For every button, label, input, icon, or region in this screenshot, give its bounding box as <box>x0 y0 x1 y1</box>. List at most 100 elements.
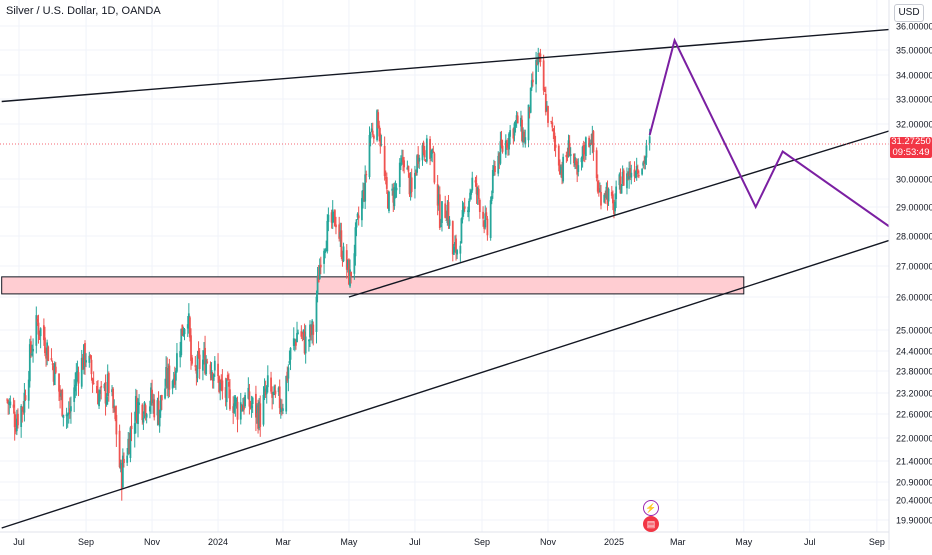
candle-body <box>271 392 274 398</box>
y-tick-label: 34.00000 <box>896 71 932 81</box>
candle-body <box>630 172 633 178</box>
candle-body <box>174 370 177 381</box>
candle-body <box>235 400 238 402</box>
candle-body <box>553 132 556 142</box>
candle-body <box>380 144 383 146</box>
candle-body <box>204 347 206 374</box>
candle-body <box>516 115 519 124</box>
candle-body <box>355 219 358 228</box>
candle-body <box>295 341 297 346</box>
candle-body <box>191 357 193 364</box>
candle-body <box>53 363 56 386</box>
candle-body <box>141 404 144 421</box>
x-tick-label: Jul <box>13 537 25 547</box>
candle-body <box>491 169 494 194</box>
candle-body <box>446 204 449 224</box>
candle-body <box>153 399 156 418</box>
candle-body <box>54 366 57 373</box>
candle-body <box>490 196 493 201</box>
candle-body <box>118 430 121 468</box>
candle-body <box>561 169 563 179</box>
candle-body <box>121 455 124 488</box>
candle-body <box>308 340 310 342</box>
symbol-title[interactable]: Silver / U.S. Dollar, 1D, OANDA <box>6 5 161 17</box>
candle-body <box>114 406 117 420</box>
candle-body <box>68 408 71 414</box>
candle-body <box>346 260 349 268</box>
candle-body <box>619 176 622 194</box>
candle-body <box>633 169 636 177</box>
candle-body <box>218 376 221 392</box>
candle-body <box>595 150 598 179</box>
candle-body <box>558 165 561 175</box>
candle-body <box>476 188 479 196</box>
candle-body <box>330 212 333 223</box>
candle-body <box>47 346 50 361</box>
candle-body <box>187 313 190 326</box>
candle-body <box>354 227 357 257</box>
candle-body <box>520 117 522 127</box>
candle-body <box>408 173 411 195</box>
candle-body <box>622 170 625 186</box>
candle-body <box>531 79 534 83</box>
candle-body <box>249 402 252 408</box>
candle-body <box>80 357 83 387</box>
last-price-tag: 31.27250 09:53:49 <box>890 136 932 158</box>
candle-body <box>198 354 201 369</box>
candle-body <box>103 384 106 389</box>
candle-body <box>301 332 304 334</box>
currency-selector[interactable]: USD <box>894 4 924 22</box>
candle-body <box>107 373 110 394</box>
candle-body <box>285 375 288 412</box>
candle-body <box>210 370 213 378</box>
candle-body <box>233 403 236 413</box>
candle-body <box>444 203 447 218</box>
candle-body <box>14 427 17 432</box>
candle-body <box>365 174 368 176</box>
candle-body <box>9 401 12 406</box>
candle-body <box>401 158 403 163</box>
candle-body <box>504 140 507 155</box>
candle-body <box>575 160 578 165</box>
candle-body <box>257 406 259 429</box>
candle-body <box>21 407 24 411</box>
candle-body <box>596 181 599 192</box>
candle-body <box>324 250 327 253</box>
candle-body <box>543 89 546 92</box>
candle-body <box>339 232 342 237</box>
candle-body <box>383 145 386 177</box>
candle-body <box>418 157 421 162</box>
candle-body <box>221 380 224 391</box>
candle-body <box>256 405 258 414</box>
candle-body <box>166 367 169 388</box>
candle-body <box>91 378 94 384</box>
candle-body <box>460 218 463 244</box>
candle-body <box>36 319 39 322</box>
candle-body <box>357 215 360 219</box>
candle-body <box>597 188 600 193</box>
candle-body <box>568 143 571 157</box>
candle-body <box>182 333 185 336</box>
candle-body <box>643 160 646 164</box>
y-tick-label: 27.00000 <box>896 262 932 272</box>
projection-path <box>648 37 904 237</box>
candle-body <box>425 138 428 162</box>
candle-body <box>120 464 123 489</box>
candle-body <box>289 347 292 360</box>
candle-body <box>266 375 269 388</box>
candle-body <box>160 394 163 401</box>
candle-body <box>583 151 586 155</box>
lightning-icon[interactable]: ⚡ <box>643 500 659 516</box>
y-tick-label: 26.00000 <box>896 293 932 303</box>
candle-body <box>430 150 433 158</box>
candle-body <box>463 206 466 209</box>
candle-body <box>144 405 147 416</box>
candle-body <box>6 399 9 401</box>
candle-body <box>340 230 343 257</box>
candle-body <box>244 395 246 407</box>
us-flag-icon[interactable]: ▤ <box>643 516 659 532</box>
candle-body <box>634 171 637 178</box>
candle-body <box>452 246 455 255</box>
